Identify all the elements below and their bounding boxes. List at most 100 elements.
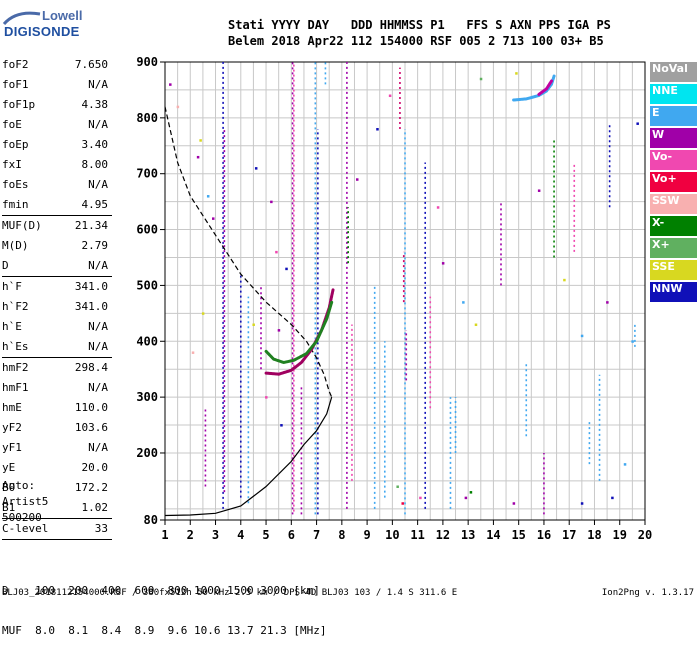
echo-point	[537, 189, 541, 192]
polarization-legend: NoVal NNE E W Vo- Vo+ SSW X- X+ SSE NNW	[650, 62, 697, 304]
echo-point	[436, 206, 440, 209]
logo-brand-line1: Lowell	[42, 8, 83, 23]
legend-item-vo-: Vo+	[650, 172, 697, 192]
echo-point	[270, 200, 273, 204]
param-name: foF1p	[2, 98, 36, 111]
echo-point	[512, 502, 516, 505]
echo-point	[631, 340, 634, 343]
param-value: 3.40	[81, 138, 109, 151]
echo-point	[254, 167, 258, 170]
echo-point	[611, 496, 614, 500]
param-row: hmF2 298.4	[2, 358, 112, 378]
auto-line: 500200	[2, 511, 42, 524]
legend-item-x-: X+	[650, 238, 697, 258]
echo-trace	[264, 300, 334, 365]
echo-point	[275, 250, 278, 254]
x-tick-label: 1	[161, 528, 168, 542]
echo-point	[580, 334, 584, 338]
echo-trace	[512, 74, 556, 102]
header-row-values: Belem 2018 Apr22 112 154000 RSF 005 2 71…	[228, 34, 604, 48]
param-value: 7.650	[74, 58, 108, 71]
echo-point	[396, 485, 399, 488]
param-row: yF1 N/A	[2, 438, 112, 458]
profile-dashed-line	[164, 106, 333, 398]
param-value: 4.38	[81, 98, 109, 111]
x-tick-label: 19	[613, 528, 627, 542]
param-value: N/A	[88, 340, 108, 353]
param-value: 21.34	[74, 219, 108, 232]
echo-trace	[537, 79, 553, 96]
param-row: M(D) 2.79	[2, 236, 112, 256]
digisonde-logo: Lowell DIGISONDE	[2, 8, 82, 48]
x-tick-label: 3	[212, 528, 219, 542]
param-name: foE	[2, 118, 22, 131]
param-name: foF2	[2, 58, 29, 71]
echo-point	[356, 178, 359, 181]
param-row: foF2 7.650	[2, 55, 112, 75]
param-value: 4.95	[81, 198, 109, 211]
param-name: fxI	[2, 158, 22, 171]
y-tick-label: 80	[144, 513, 158, 527]
param-value: 298.4	[74, 361, 108, 374]
echo-point	[212, 217, 215, 220]
param-name: yE	[2, 461, 16, 474]
param-row: foEp 3.40	[2, 135, 112, 155]
param-row: foEs N/A	[2, 175, 112, 195]
auto-line: Auto:	[2, 479, 36, 492]
param-name: h`E	[2, 320, 22, 333]
echo-point	[515, 72, 518, 75]
x-tick-label: 8	[338, 528, 345, 542]
echo-point	[280, 424, 283, 427]
echo-point	[196, 155, 200, 159]
param-row: MUF(D) 21.34	[2, 216, 112, 236]
param-value: 2.79	[81, 239, 109, 252]
auto-line: Artist5	[2, 495, 49, 508]
echo-point	[462, 301, 465, 304]
param-row: D N/A	[2, 256, 112, 276]
y-tick-label: 300	[136, 390, 158, 404]
y-tick-label: 600	[136, 223, 158, 237]
legend-item-e: E	[650, 106, 697, 126]
legend-item-nne: NNE	[650, 84, 697, 104]
param-row: fxI 8.00	[2, 155, 112, 175]
legend-item-sse: SSE	[650, 260, 697, 280]
param-value: 1.02	[81, 501, 109, 514]
echo-point	[464, 496, 468, 500]
param-row: yE 20.0	[2, 458, 112, 478]
echo-point	[479, 77, 483, 81]
plot-frame	[164, 61, 646, 521]
y-tick-label: 200	[136, 446, 158, 460]
param-value: 33	[94, 522, 108, 535]
param-separator	[2, 276, 112, 277]
param-name: hmF1	[2, 381, 29, 394]
echo-point	[206, 195, 210, 198]
param-name: yF1	[2, 441, 22, 454]
param-value: 20.0	[81, 461, 109, 474]
echo-point	[401, 502, 404, 505]
echo-point	[265, 396, 268, 399]
legend-item-ssw: SSW	[650, 194, 697, 214]
echo-point	[376, 128, 379, 131]
x-tick-label: 5	[262, 528, 269, 542]
param-value: 8.00	[81, 158, 109, 171]
echo-point	[419, 496, 422, 500]
x-tick-label: 11	[410, 528, 424, 542]
param-row: fmin 4.95	[2, 195, 112, 215]
echo-point	[191, 351, 195, 354]
param-row: B1 1.02	[2, 498, 112, 518]
echo-point	[176, 105, 180, 109]
x-tick-label: 10	[385, 528, 399, 542]
echo-point	[201, 312, 205, 315]
param-name: yF2	[2, 421, 22, 434]
param-name: MUF(D)	[2, 219, 42, 232]
legend-item-noval: NoVal	[650, 62, 697, 82]
muf-row: MUF 8.0 8.1 8.4 8.9 9.6 10.6 13.7 21.3 […	[2, 624, 327, 637]
header-row-labels: Stati YYYY DAY DDD HHMMSS P1 FFS S AXN P…	[228, 18, 611, 32]
x-tick-label: 14	[486, 528, 500, 542]
y-tick-label: 800	[136, 111, 158, 125]
param-row: hmE 110.0	[2, 398, 112, 418]
param-name: h`F2	[2, 300, 29, 313]
echo-point	[388, 94, 392, 98]
x-tick-label: 12	[436, 528, 450, 542]
x-tick-label: 17	[562, 528, 576, 542]
